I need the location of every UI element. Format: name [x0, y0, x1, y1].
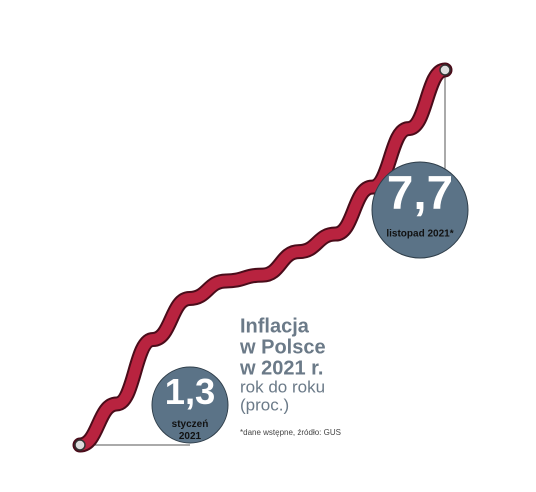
source-note: *dane wstępne, źródło: GUS: [240, 428, 341, 437]
subtitle-line: rok do roku: [240, 377, 325, 396]
title-line: Inflacja: [240, 315, 310, 337]
value-label: 7,7: [387, 167, 453, 220]
value-label: 1,3: [165, 371, 216, 412]
line: [74, 64, 451, 451]
subtitle-line: (proc.): [240, 395, 289, 414]
point-label: listopad 2021*: [386, 229, 453, 240]
value-bubble: [151, 366, 229, 444]
title-line: w Polsce: [239, 336, 326, 358]
title-line: w 2021 r.: [239, 357, 323, 379]
point-label: styczeń 2021: [172, 419, 209, 442]
end-point: [439, 64, 451, 76]
value-bubble: [371, 161, 469, 259]
end-point: [74, 439, 86, 451]
